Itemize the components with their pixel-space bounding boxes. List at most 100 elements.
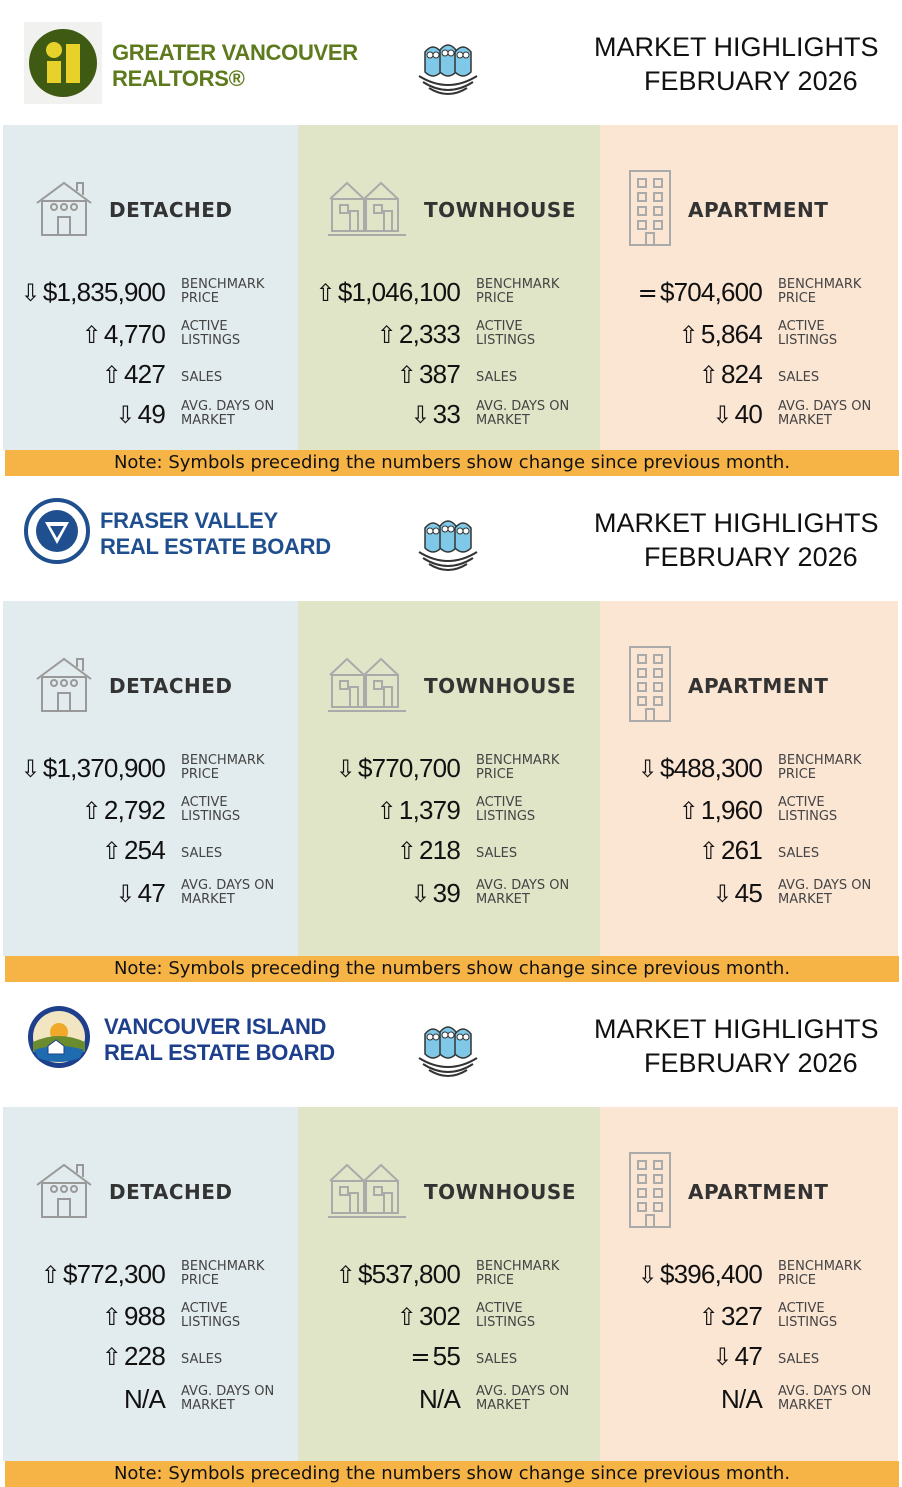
metric-row: ⇧ 302 ACTIVE LISTINGS xyxy=(298,1299,600,1339)
change-symbol: ⇧ xyxy=(81,321,102,349)
board-section: VANCOUVER ISLAND REAL ESTATE BOARD MARKET … xyxy=(0,982,902,1487)
panels: DETACHED ⇩ $1,370,900 BENCHMARK PRICE ⇧ 2,792… xyxy=(0,601,902,956)
logo-line: GREATER VANCOUVER xyxy=(112,39,358,65)
value-text: $1,835,900 xyxy=(42,277,166,307)
property-icon xyxy=(33,653,95,720)
metric-label: SALES xyxy=(778,1352,820,1367)
metric-label: SALES xyxy=(181,1352,223,1367)
metric-label: AVG. DAYS ON MARKET xyxy=(476,878,570,907)
metric-label: AVG. DAYS ON MARKET xyxy=(181,1384,275,1413)
change-symbol: ⇩ xyxy=(712,401,732,429)
change-symbol: ⇩ xyxy=(410,880,430,908)
value-text: 261 xyxy=(721,835,763,865)
metric-row: ⇧ 2,792 ACTIVE LISTINGS xyxy=(3,793,298,833)
value-text: 39 xyxy=(432,878,461,908)
value-text: 427 xyxy=(124,359,166,389)
metric-value: ⇩ $1,835,900 xyxy=(21,277,166,308)
value-text: 1,960 xyxy=(700,795,763,825)
column-heading: TOWNHOUSE xyxy=(298,656,600,716)
change-symbol: ⇧ xyxy=(376,321,397,349)
value-text: 218 xyxy=(419,835,461,865)
value-text: 2,792 xyxy=(103,795,166,825)
metric-label: ACTIVE LISTINGS xyxy=(181,1301,241,1330)
metric-row: ⇩ $488,300 BENCHMARK PRICE xyxy=(600,751,898,791)
change-symbol: ⇩ xyxy=(410,401,430,429)
metric-label: ACTIVE LISTINGS xyxy=(181,319,241,348)
column-heading: TOWNHOUSE xyxy=(298,1162,600,1222)
metric-value: ⇩ 33 xyxy=(410,399,460,430)
header: GREATER VANCOUVER REALTORS® MARKET HIGHLIG… xyxy=(0,0,902,125)
metric-row: ⇧ $1,046,100 BENCHMARK PRICE xyxy=(298,275,600,315)
column-heading: DETACHED xyxy=(3,656,298,716)
metric-row: ⇩ 40 AVG. DAYS ON MARKET xyxy=(600,397,898,437)
metric-value: ⇩ 40 xyxy=(712,399,762,430)
metric-row: N/A AVG. DAYS ON MARKET xyxy=(3,1382,298,1422)
board-section: GREATER VANCOUVER REALTORS® MARKET HIGHLIG… xyxy=(0,0,902,476)
heading-text: TOWNHOUSE xyxy=(424,1180,576,1204)
change-symbol: ⇩ xyxy=(115,401,135,429)
metric-label: ACTIVE LISTINGS xyxy=(778,1301,838,1330)
change-symbol: ⇩ xyxy=(712,880,732,908)
heading-text: DETACHED xyxy=(109,674,233,698)
owl-logo xyxy=(413,514,483,581)
metric-label: SALES xyxy=(476,1352,518,1367)
change-symbol: ⇩ xyxy=(637,1261,658,1289)
property-column: DETACHED ⇧ $772,300 BENCHMARK PRICE ⇧ 988 ACTI… xyxy=(3,1107,298,1461)
market-title: MARKET HIGHLIGHTS FEBRUARY 2026 xyxy=(594,1012,884,1080)
metric-label: AVG. DAYS ON MARKET xyxy=(181,399,275,428)
change-symbol: ⇩ xyxy=(335,755,356,783)
board-section: FRASER VALLEY REAL ESTATE BOARD MARKET HIG… xyxy=(0,476,902,982)
metric-value: ⇧ 254 xyxy=(102,835,166,866)
metric-value: ⇧ 218 xyxy=(397,835,461,866)
metric-label: SALES xyxy=(778,846,820,861)
value-text: 47 xyxy=(137,878,166,908)
metric-label: SALES xyxy=(778,370,820,385)
metric-value: ⇧ 1,960 xyxy=(678,795,763,826)
metric-value: ⇧ 327 xyxy=(699,1301,763,1332)
metric-value: ⇩ $396,400 xyxy=(637,1259,763,1290)
metric-value: ⇧ 302 xyxy=(397,1301,461,1332)
title-line: FEBRUARY 2026 xyxy=(644,66,858,96)
metric-row: ⇩ $1,835,900 BENCHMARK PRICE xyxy=(3,275,298,315)
metric-row: ⇧ 5,864 ACTIVE LISTINGS xyxy=(600,317,898,357)
logo-text: VANCOUVER ISLAND REAL ESTATE BOARD xyxy=(104,1014,335,1066)
change-symbol: ⇩ xyxy=(115,880,135,908)
metric-row: N/A AVG. DAYS ON MARKET xyxy=(600,1382,898,1422)
value-text: 4,770 xyxy=(103,319,166,349)
metric-row: ⇧ 218 SALES xyxy=(298,833,600,873)
metric-label: AVG. DAYS ON MARKET xyxy=(476,399,570,428)
heading-text: TOWNHOUSE xyxy=(424,198,576,222)
value-text: 47 xyxy=(734,1341,763,1371)
heading-text: TOWNHOUSE xyxy=(424,674,576,698)
metric-row: ⇧ 1,960 ACTIVE LISTINGS xyxy=(600,793,898,833)
metric-row: ⇧ 261 SALES xyxy=(600,833,898,873)
metric-value: ⇧ 228 xyxy=(101,1341,166,1372)
metric-value: ⇩ 47 xyxy=(115,878,165,909)
value-text: $1,046,100 xyxy=(337,277,461,307)
property-column: APARTMENT ⇩ $396,400 BENCHMARK PRICE ⇧ 327 ACT… xyxy=(600,1107,898,1461)
logo-graphic xyxy=(24,498,90,569)
metric-row: ⇧ 2,333 ACTIVE LISTINGS xyxy=(298,317,600,357)
metric-value: ⇧ 387 xyxy=(397,359,461,390)
note-bar: Note: Symbols preceding the numbers show… xyxy=(5,1461,899,1487)
change-symbol: ⇧ xyxy=(101,1343,122,1371)
metric-row: ⇧ $537,800 BENCHMARK PRICE xyxy=(298,1257,600,1297)
metric-label: BENCHMARK PRICE xyxy=(181,753,265,782)
value-text: $396,400 xyxy=(659,1259,763,1289)
metric-value: N/A xyxy=(721,1384,763,1415)
change-symbol: ⇧ xyxy=(678,797,699,825)
heading-text: DETACHED xyxy=(109,198,233,222)
value-text: 387 xyxy=(419,359,461,389)
logo-line: REALTORS® xyxy=(112,65,245,91)
header: VANCOUVER ISLAND REAL ESTATE BOARD MARKET … xyxy=(0,982,902,1107)
metric-value: N/A xyxy=(124,1384,166,1415)
metric-value: ⇩ 45 xyxy=(712,878,762,909)
board-logo: FRASER VALLEY REAL ESTATE BOARD xyxy=(24,498,331,569)
header: FRASER VALLEY REAL ESTATE BOARD MARKET HIG… xyxy=(0,476,902,601)
column-heading: APARTMENT xyxy=(600,169,898,246)
metric-label: BENCHMARK PRICE xyxy=(778,277,862,306)
board-logo: GREATER VANCOUVER REALTORS® xyxy=(24,22,358,109)
metric-label: AVG. DAYS ON MARKET xyxy=(778,1384,872,1413)
board-logo: VANCOUVER ISLAND REAL ESTATE BOARD xyxy=(24,1004,335,1075)
